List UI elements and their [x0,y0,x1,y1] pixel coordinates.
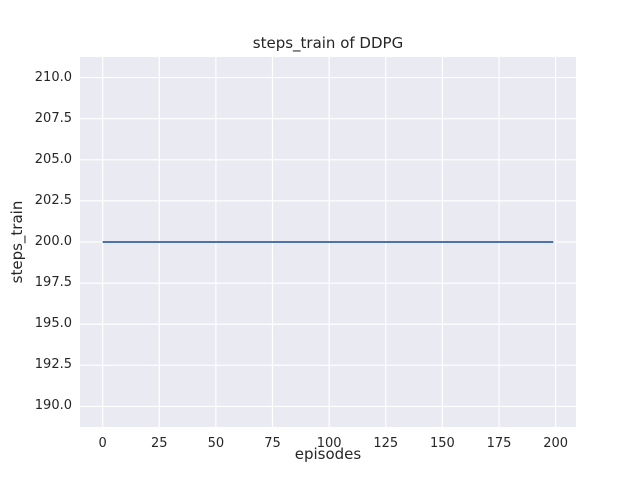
x-tick-label: 75 [264,436,281,451]
x-tick-label: 25 [150,436,168,451]
x-tick-label: 175 [486,436,512,451]
y-tick-label: 210.0 [34,69,72,85]
y-tick-label: 195.0 [34,316,72,332]
x-axis-label: episodes [294,445,362,463]
y-tick-label: 192.5 [34,357,72,373]
x-tick-label: 125 [373,436,399,451]
x-tick-label: 50 [207,436,225,451]
x-tick-label: 200 [543,436,569,451]
plot-svg [80,57,576,427]
y-tick-label: 207.5 [34,110,72,126]
y-tick-label: 197.5 [34,275,72,291]
x-tick-label: 100 [316,436,342,451]
y-tick-label: 205.0 [34,151,72,167]
y-tick-label: 190.0 [34,398,72,414]
plot-area [80,57,576,427]
y-tick-label: 202.5 [34,192,72,208]
chart-title: steps_train of DDPG [252,34,404,52]
x-tick-label: 0 [98,436,107,451]
y-axis-label: steps_train [8,200,26,284]
y-tick-label: 200.0 [34,234,72,249]
x-tick-label: 150 [429,436,455,451]
